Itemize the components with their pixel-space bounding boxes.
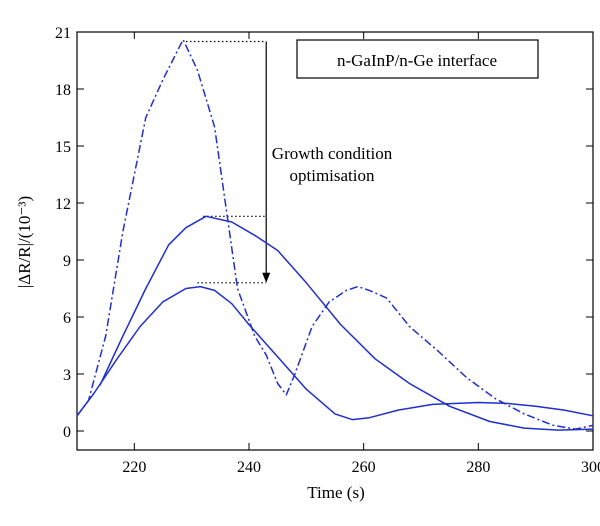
y-tick-label: 9 xyxy=(63,253,71,270)
x-axis-title: Time (s) xyxy=(307,483,364,502)
x-tick-label: 280 xyxy=(466,459,490,476)
y-axis-title: |ΔR/R|/(10⁻³) xyxy=(15,196,34,288)
series-line-2 xyxy=(99,215,594,431)
series-group xyxy=(76,38,594,431)
annotation-text-line2: optimisation xyxy=(290,166,376,185)
y-tick-label: 18 xyxy=(55,82,71,99)
series-line-3 xyxy=(76,285,594,421)
x-tick-label: 220 xyxy=(122,459,146,476)
series-line-1 xyxy=(76,38,594,430)
annotation-text-line1: Growth condition xyxy=(272,144,393,163)
y-tick-label: 15 xyxy=(55,139,71,156)
axis-ticks xyxy=(77,31,594,450)
x-tick-label: 300 xyxy=(581,459,600,476)
legend-box xyxy=(296,39,539,79)
legend-box-text: n-GaInP/n-Ge interface xyxy=(337,51,497,70)
x-tick-label: 240 xyxy=(237,459,261,476)
y-tick-label: 21 xyxy=(55,25,71,42)
annotation-arrow-head xyxy=(262,272,271,283)
y-tick-label: 12 xyxy=(55,196,71,213)
y-tick-label: 3 xyxy=(63,367,71,384)
axis-tick-labels: 220 240 260 280 300 0 3 6 9 12 15 18 21 xyxy=(55,25,600,476)
y-tick-label: 0 xyxy=(63,424,71,441)
x-tick-label: 260 xyxy=(352,459,376,476)
y-tick-label: 6 xyxy=(63,310,71,327)
plot-frame xyxy=(76,31,594,451)
annotation-guides xyxy=(185,40,271,284)
